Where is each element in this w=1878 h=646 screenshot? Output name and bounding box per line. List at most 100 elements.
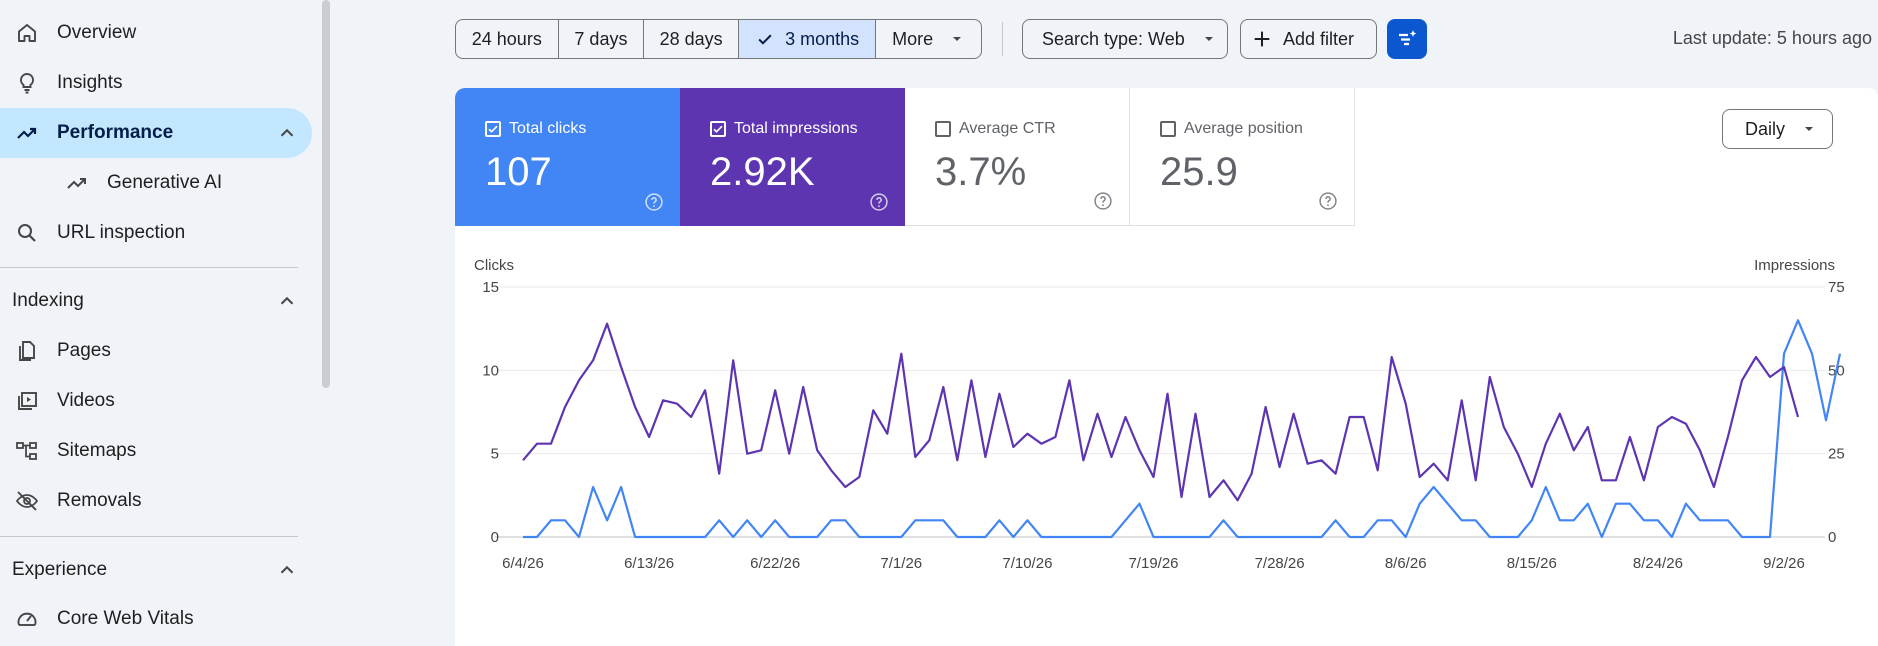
metric-value: 25.9: [1160, 150, 1238, 194]
check-icon: [758, 34, 772, 45]
section-header-experience[interactable]: Experience: [0, 547, 312, 593]
range-label: 7 days: [574, 28, 628, 49]
range-label: More: [892, 28, 934, 49]
sidebar-item-overview[interactable]: Overview: [0, 8, 312, 58]
y-left-tick-label: 5: [491, 446, 499, 463]
x-tick-label: 9/2/26: [1763, 555, 1805, 572]
chevron-up-icon[interactable]: [276, 290, 298, 312]
x-tick-label: 6/22/26: [750, 555, 800, 572]
sidebar-item-label: Pages: [57, 340, 111, 361]
sidebar-scrollbar[interactable]: [322, 0, 330, 388]
granularity-dropdown[interactable]: Daily: [1722, 109, 1833, 149]
sidebar-item-label: Removals: [57, 490, 142, 511]
help-icon[interactable]: [869, 192, 889, 212]
x-tick-label: 7/10/26: [1002, 555, 1052, 572]
search-icon: [14, 220, 40, 246]
checkbox-checked-icon[interactable]: [710, 121, 726, 137]
performance-card: Total clicks 107 Total impressions 2.92K…: [455, 88, 1878, 646]
sidebar-item-core-web-vitals[interactable]: Core Web Vitals: [0, 594, 312, 644]
metric-total-impressions[interactable]: Total impressions 2.92K: [680, 88, 905, 226]
x-tick-label: 8/6/26: [1385, 555, 1427, 572]
add-filter-label: Add filter: [1283, 28, 1355, 49]
series-line-total-impressions: [522, 322, 1800, 502]
range-label: 24 hours: [471, 28, 542, 49]
x-tick-label: 7/28/26: [1255, 555, 1305, 572]
range-7-days[interactable]: 7 days: [559, 20, 645, 58]
sidebar-item-pages[interactable]: Pages: [0, 326, 312, 376]
x-tick-label: 7/19/26: [1128, 555, 1178, 572]
search-type-label: Search type: Web: [1042, 28, 1185, 49]
sidebar-item-videos[interactable]: Videos: [0, 376, 312, 426]
sidebar-item-url-inspection[interactable]: URL inspection: [0, 208, 312, 258]
y-left-tick-label: 0: [491, 529, 499, 546]
metric-average-position[interactable]: Average position 25.9: [1130, 88, 1355, 226]
metric-average-ctr[interactable]: Average CTR 3.7%: [905, 88, 1130, 226]
checkbox-checked-icon[interactable]: [485, 121, 501, 137]
checkbox-unchecked-icon[interactable]: [935, 121, 951, 137]
plus-icon: [1254, 31, 1270, 47]
sidebar-item-label: Core Web Vitals: [57, 608, 194, 629]
date-range-selector: 24 hours 7 days 28 days 3 months More: [455, 19, 982, 59]
search-type-dropdown[interactable]: Search type: Web: [1022, 19, 1228, 59]
sidebar-item-insights[interactable]: Insights: [0, 58, 312, 108]
range-label: 3 months: [785, 28, 860, 49]
video-icon: [14, 388, 40, 414]
metric-label: Average position: [1184, 120, 1303, 137]
filter-settings-button[interactable]: [1387, 19, 1427, 59]
sidebar-item-label: Generative AI: [107, 172, 223, 193]
add-filter-button[interactable]: Add filter: [1240, 19, 1377, 59]
caret-down-icon: [1805, 127, 1814, 131]
help-icon[interactable]: [1318, 191, 1338, 211]
section-title: Indexing: [12, 290, 84, 311]
range-24-hours[interactable]: 24 hours: [456, 20, 559, 58]
sidebar-divider: [0, 536, 298, 537]
lightbulb-icon: [14, 70, 40, 96]
last-update-text: Last update: 5 hours ago: [1672, 28, 1872, 48]
range-3-months[interactable]: 3 months: [738, 20, 877, 58]
y-left-tick-label: 10: [482, 362, 499, 379]
sidebar: Overview Insights Performance Generative…: [0, 0, 330, 646]
x-tick-label: 7/1/26: [880, 555, 922, 572]
caret-down-icon: [1204, 37, 1213, 41]
sidebar-item-label: URL inspection: [57, 222, 186, 243]
trending-up-icon: [64, 170, 90, 196]
y-right-tick-label: 75: [1828, 279, 1845, 296]
y-left-axis-title: Clicks: [474, 257, 514, 274]
sidebar-item-sitemaps[interactable]: Sitemaps: [0, 426, 312, 476]
y-right-tick-label: 25: [1828, 446, 1845, 463]
granularity-label: Daily: [1745, 118, 1786, 139]
chevron-up-icon[interactable]: [276, 559, 298, 581]
home-icon: [14, 20, 40, 46]
y-right-axis-title: Impressions: [1754, 257, 1835, 274]
x-tick-label: 6/4/26: [502, 555, 544, 572]
caret-down-icon: [953, 37, 962, 41]
range-more-dropdown[interactable]: More: [876, 20, 981, 58]
x-tick-label: 8/15/26: [1507, 555, 1557, 572]
section-header-indexing[interactable]: Indexing: [0, 278, 312, 324]
metric-total-clicks[interactable]: Total clicks 107: [455, 88, 680, 226]
chevron-up-icon[interactable]: [276, 122, 298, 144]
range-28-days[interactable]: 28 days: [644, 20, 739, 58]
help-icon[interactable]: [1093, 191, 1113, 211]
checkbox-unchecked-icon[interactable]: [1160, 121, 1176, 137]
sitemap-icon: [14, 438, 40, 464]
sidebar-divider: [0, 267, 298, 268]
metric-label: Total clicks: [509, 120, 587, 137]
help-icon[interactable]: [644, 192, 664, 212]
metric-value: 2.92K: [710, 150, 815, 194]
x-tick-label: 6/13/26: [624, 555, 674, 572]
sidebar-item-removals[interactable]: Removals: [0, 476, 312, 526]
eye-off-icon: [14, 488, 40, 514]
series-line-total-clicks: [523, 319, 1842, 539]
speed-icon: [14, 606, 40, 632]
pages-icon: [14, 338, 40, 364]
sidebar-item-performance[interactable]: Performance: [0, 108, 312, 158]
sidebar-item-generative-ai[interactable]: Generative AI: [0, 158, 312, 208]
metric-value: 3.7%: [935, 150, 1027, 194]
sidebar-item-label: Videos: [57, 390, 115, 411]
sidebar-item-label: Overview: [57, 22, 137, 43]
y-right-tick-label: 0: [1828, 529, 1836, 546]
trending-up-icon: [14, 120, 40, 146]
x-tick-label: 8/24/26: [1633, 555, 1683, 572]
